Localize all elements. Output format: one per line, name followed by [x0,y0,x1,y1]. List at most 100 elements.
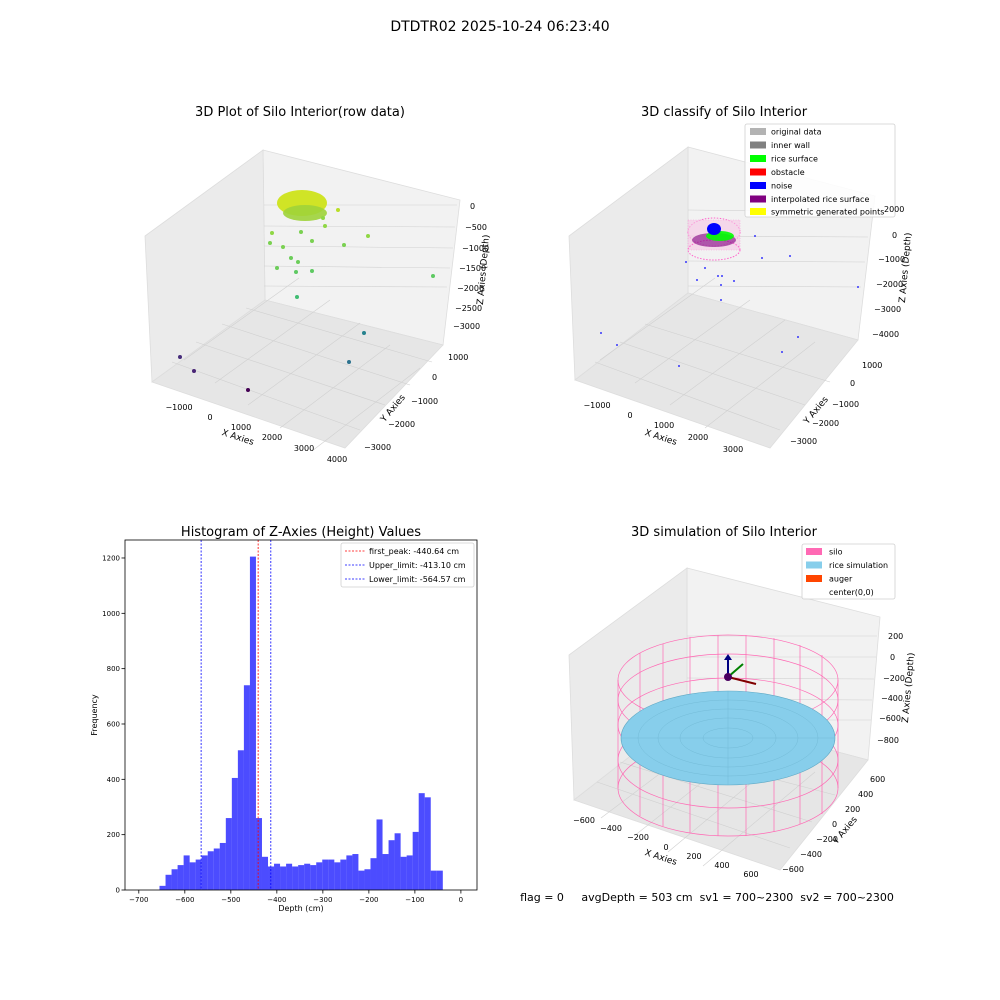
histogram-bar [394,833,401,890]
histogram-bar [328,859,335,890]
simulation-3d-y-tick: −600 [782,865,804,874]
histogram-bar [304,863,311,890]
simulation-3d-legend: silo rice simulation auger center(0,0) [801,543,896,600]
histogram-bar [340,859,347,890]
simulation-3d-x-tick: 400 [714,861,729,870]
histogram-y-tick-label: 1000 [102,610,120,618]
classify-3d-y-tick: 0 [850,379,855,388]
raw-3d-z-tick: −2500 [455,304,482,313]
raw-3d-z-tick: −3000 [453,322,480,331]
histogram-bar [352,854,359,890]
raw-3d-z-tick: −500 [465,223,487,232]
histogram-y-tick-label: 800 [107,665,120,673]
histogram-x-tick-label: −700 [129,896,148,904]
legend-label-noise: noise [771,182,792,191]
simulation-3d-z-tick: −600 [879,714,901,723]
histogram-y-tick-label: 400 [107,776,120,784]
classify-3d-y-tick-labels: 1000 0 −1000 −2000 −3000 [790,361,882,446]
classify-3d-z-tick: 0 [892,231,897,240]
classify-3d-z-tick: −3000 [874,305,901,314]
panel-classify-3d: 3D classify of Silo Interior [568,105,914,454]
histogram-x-tick-label: −100 [405,896,424,904]
histogram-bar [334,862,341,890]
histogram-legend: first_peak: -440.64 cm Upper_limit: -413… [340,542,475,588]
simulation-3d-z-tick-labels: 200 0 −200 −400 −600 −800 [877,632,905,745]
raw-3d-z-tick: −1500 [459,264,486,273]
simulation-3d-z-tick: −200 [883,674,905,683]
classify-3d-legend: original data inner wall rice surface ob… [744,123,896,218]
classify-3d-z-tick: 2000 [884,205,904,214]
legend-swatch-silo [806,548,822,555]
legend-label-symmetric-generated-points: symmetric generated points [771,208,884,217]
classify-3d-x-tick: 0 [627,411,632,420]
classify-3d-noise-points [600,235,859,367]
histogram-bar [298,865,305,890]
simulation-3d-y-tick-labels: 600 400 200 0 −200 −400 −600 [782,775,885,874]
histogram-bar [364,869,371,890]
classify-3d-z-tick-labels: 2000 0 −1000 −2000 −3000 −4000 [872,205,905,339]
histogram-x-tick-label: −500 [221,896,240,904]
classify-3d-x-tick: 2000 [688,433,708,442]
panel-simulation-3d: 3D simulation of Silo Interior [568,525,917,879]
histogram-bar [436,870,443,890]
simulation-3d-x-tick: 600 [743,870,758,879]
raw-3d-x-tick: 4000 [327,455,347,464]
raw-3d-x-tick: 0 [207,413,212,422]
legend-swatch-rice-surface [750,155,766,162]
classify-3d-z-tick: −4000 [872,330,899,339]
raw-3d-x-tick: 1000 [231,423,251,432]
raw-3d-x-tick-labels: −1000 0 1000 2000 3000 4000 [165,403,347,464]
histogram-bars [159,556,443,890]
legend-label-inner-wall: inner wall [771,141,810,150]
classify-3d-x-tick: 1000 [654,421,674,430]
histogram-bar [159,885,166,890]
legend-label-lower-limit: Lower_limit: -564.57 cm [369,575,466,584]
raw-3d-x-tick: 2000 [262,433,282,442]
histogram-x-tick-label: −200 [359,896,378,904]
classify-3d-y-tick: 1000 [862,361,882,370]
simulation-3d-xlabel: X Axies [643,848,678,868]
raw-3d-y-tick: 0 [432,373,437,382]
histogram-bar [177,865,184,890]
simulation-3d-y-tick: −200 [816,835,838,844]
simulation-3d-auger [724,654,757,685]
histogram-bar [316,862,323,890]
legend-label-auger: auger [829,575,853,584]
panel-histogram: Histogram of Z-Axies (Height) Values −70… [90,525,478,913]
histogram-bar [418,793,425,890]
raw-3d-y-tick: −3000 [364,443,391,452]
histogram-legend-frame [340,542,475,588]
legend-swatch-auger [806,575,822,582]
histogram-x-tick-label: 0 [459,896,463,904]
histogram-bar [225,818,232,890]
legend-swatch-inner-wall [750,141,766,149]
histogram-x-tick-label: −600 [175,896,194,904]
simulation-3d-y-tick: 600 [870,775,885,784]
histogram-bar [189,862,196,890]
histogram-bar [376,819,383,890]
histogram-bar [388,840,395,890]
histogram-x-ticks: −700 −600 −500 −400 −300 −200 −100 0 [129,890,463,904]
legend-swatch-rice-simulation [806,561,822,569]
histogram-bar [406,855,413,890]
histogram-bar [310,865,317,890]
raw-3d-y-tick: −1000 [411,397,438,406]
classify-3d-y-tick: −2000 [812,419,839,428]
histogram-bar [412,831,419,890]
histogram-bar [201,855,208,890]
legend-swatch-symmetric-generated-points [750,208,766,215]
simulation-3d-x-tick: −400 [600,824,622,833]
histogram-y-tick-label: 1200 [102,554,120,562]
histogram-bar [280,866,287,890]
histogram-bar [292,866,299,890]
histogram-y-tick-label: 0 [116,887,120,895]
histogram-bar [430,870,437,890]
histogram-bar [219,842,226,890]
histogram-bar [322,859,329,890]
classify-3d-x-tick: 3000 [723,445,743,454]
simulation-3d-x-tick: −200 [627,833,649,842]
histogram-y-tick-label: 600 [107,720,120,728]
histogram-bar [255,818,262,890]
histogram-bar [268,866,275,890]
